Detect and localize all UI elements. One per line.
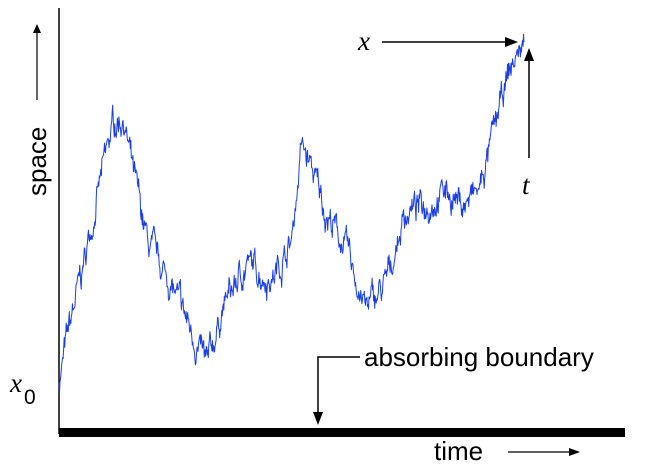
end-time-label: t [522,170,531,200]
start-label: x [9,368,22,398]
y-axis-label: space [22,127,52,196]
x-axis-arrowhead-icon [569,448,580,456]
absorbing-boundary-bar [59,428,625,437]
end-time-arrowhead-icon [524,48,534,61]
x-axis-label: time [434,436,483,466]
end-position-arrowhead-icon [505,37,518,47]
y-axis-arrowhead-icon [33,24,41,33]
end-position-label: x [357,26,370,56]
boundary-label: absorbing boundary [364,342,594,372]
boundary-arrow-shaft [317,356,360,414]
random-walk-path [58,33,525,395]
boundary-arrowhead-icon [313,412,323,425]
start-label-subscript: 0 [24,386,36,409]
